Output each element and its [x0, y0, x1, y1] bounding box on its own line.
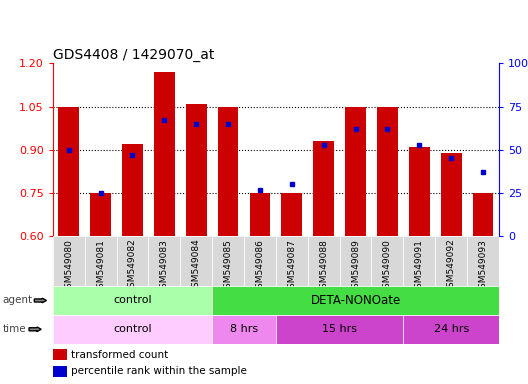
Text: GSM549082: GSM549082	[128, 239, 137, 293]
Text: time: time	[3, 324, 26, 334]
Bar	[212, 236, 244, 286]
Bar	[308, 236, 340, 286]
Text: GSM549089: GSM549089	[351, 239, 360, 293]
Text: GDS4408 / 1429070_at: GDS4408 / 1429070_at	[53, 48, 214, 62]
Bar	[59, 106, 79, 236]
Bar	[281, 193, 302, 236]
Bar	[180, 236, 212, 286]
Bar	[435, 236, 467, 286]
Bar	[276, 315, 403, 344]
Text: GSM549081: GSM549081	[96, 239, 105, 293]
Text: GSM549083: GSM549083	[160, 239, 169, 293]
Bar	[218, 106, 239, 236]
Bar	[345, 106, 366, 236]
Text: agent: agent	[3, 295, 33, 306]
Bar	[403, 315, 499, 344]
Bar	[467, 236, 499, 286]
Text: GSM549080: GSM549080	[64, 239, 73, 293]
Text: transformed count: transformed count	[71, 349, 168, 359]
Text: control: control	[113, 324, 152, 334]
Text: GSM549090: GSM549090	[383, 239, 392, 293]
Text: 24 hrs: 24 hrs	[433, 324, 469, 334]
Text: GSM549091: GSM549091	[415, 239, 424, 293]
Bar	[117, 236, 148, 286]
Text: GSM549092: GSM549092	[447, 239, 456, 293]
Text: DETA-NONOate: DETA-NONOate	[310, 294, 401, 307]
Text: GSM549086: GSM549086	[256, 239, 265, 293]
Bar	[441, 152, 461, 236]
Bar	[340, 236, 372, 286]
Bar	[377, 106, 398, 236]
Text: GSM549084: GSM549084	[192, 239, 201, 293]
Bar	[53, 315, 212, 344]
Bar	[154, 72, 175, 236]
Bar	[244, 236, 276, 286]
Bar	[313, 141, 334, 236]
Text: GSM549085: GSM549085	[223, 239, 232, 293]
Bar	[276, 236, 308, 286]
Bar	[53, 349, 67, 360]
Bar	[53, 236, 84, 286]
Text: 15 hrs: 15 hrs	[322, 324, 357, 334]
Bar	[53, 286, 212, 315]
Bar	[84, 236, 117, 286]
Text: GSM549093: GSM549093	[478, 239, 487, 293]
Bar	[403, 236, 435, 286]
Bar	[186, 104, 206, 236]
Text: 8 hrs: 8 hrs	[230, 324, 258, 334]
Text: percentile rank within the sample: percentile rank within the sample	[71, 366, 247, 376]
Bar	[372, 236, 403, 286]
Text: control: control	[113, 295, 152, 306]
Bar	[148, 236, 180, 286]
Bar	[473, 193, 493, 236]
Bar	[53, 366, 67, 377]
Bar	[122, 144, 143, 236]
Bar	[90, 193, 111, 236]
Bar	[250, 193, 270, 236]
Bar	[409, 147, 430, 236]
Text: GSM549088: GSM549088	[319, 239, 328, 293]
Text: GSM549087: GSM549087	[287, 239, 296, 293]
Bar	[212, 315, 276, 344]
Bar	[212, 286, 499, 315]
